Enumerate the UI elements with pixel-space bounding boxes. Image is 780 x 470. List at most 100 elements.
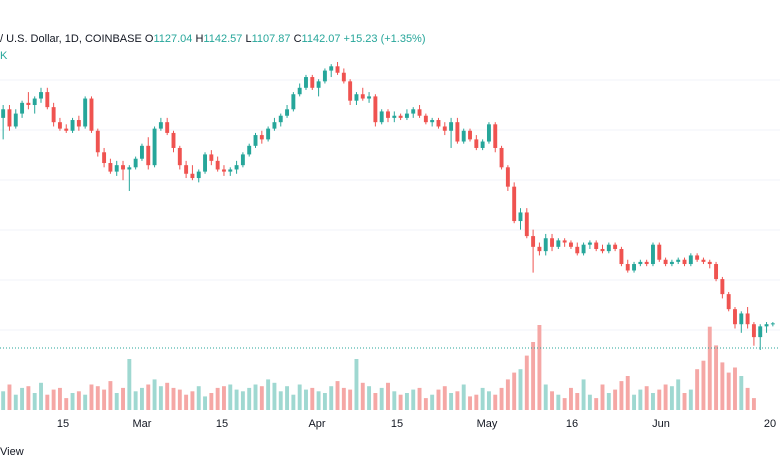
volume-bar [436,389,441,410]
volume-bar [524,355,529,410]
volume-bar [322,393,327,410]
candles [1,62,775,350]
volume-bar [701,360,706,410]
candle-body [707,261,712,265]
volume-bar [215,387,220,410]
candle-body [417,109,422,116]
volume-bar [348,389,353,410]
candle-body [285,109,290,116]
candle-body [474,139,479,148]
volume-bar [638,389,643,410]
candle-body [209,154,214,161]
volume-bar [594,398,599,410]
volume-bar [619,381,624,410]
candle-body [335,66,340,73]
ohlc-legend: / U.S. Dollar, 1D, COINBASE O1127.04 H11… [0,33,426,45]
volume-bar [430,394,435,410]
symbol-text: / U.S. Dollar, 1D, COINBASE [0,33,142,45]
volume-bar [651,393,655,410]
candle-body [442,126,447,131]
attribution-text[interactable]: View [0,446,24,458]
candle-body [569,242,573,247]
volume-bar [360,382,365,410]
candle-body [13,113,18,127]
candle-body [493,124,498,148]
volume-bar [726,372,731,410]
volume-bar [379,387,384,410]
change-value: +15.23 [343,33,378,45]
x-tick-label: May [477,418,498,430]
candle-body [341,72,346,82]
candle-body [373,96,378,123]
volume-bar [272,382,277,410]
volume-bars [1,325,756,410]
volume-bar [663,384,668,410]
volume-bar [613,389,618,410]
volume-bar [449,393,454,410]
candle-body [398,115,403,118]
candle-body [714,264,719,280]
candle-body [392,115,397,118]
candle-body [518,212,523,222]
candle-body [114,165,119,172]
volume-bar [505,379,510,410]
volume-bar [139,387,144,410]
low-label: L [245,33,252,45]
candle-body [676,259,681,262]
volume-bar [644,386,649,410]
candle-body [720,279,725,295]
volume-bar [512,372,517,410]
volume-bar [550,391,554,410]
candle-body [329,66,334,71]
x-tick-label: Apr [308,418,325,430]
candle-body [550,238,554,247]
candle-body [682,259,687,265]
change-percent: (+1.35%) [380,33,426,45]
volume-bar [70,393,75,410]
volume-bar [480,387,485,410]
volume-bar [423,398,428,410]
volume-bar [133,391,138,410]
candle-body [404,113,409,118]
candle-body [770,323,775,325]
volume-bar [386,382,390,410]
candle-body [430,120,435,123]
candle-body [423,115,428,123]
volume-bar [158,386,163,410]
candle-body [133,158,138,168]
volume-bar [493,394,498,410]
volume-bar [184,394,189,410]
candle-body [581,244,586,254]
volume-bar [411,389,416,410]
candle-body [146,145,151,166]
volume-bar [152,379,157,410]
volume-bar [240,391,245,410]
candle-body [316,81,321,88]
volume-bar [600,384,605,410]
volume-bar [291,394,296,410]
candle-body [386,111,390,118]
candle-body [222,169,226,172]
volume-bar [562,398,567,410]
candle-body [76,120,81,127]
candle-body [297,87,302,95]
volume-bar [707,326,712,410]
volume-bar [682,393,687,410]
candle-body [139,145,144,159]
volume-bar [392,391,397,410]
candle-body [638,261,643,265]
open-label: O [144,33,154,45]
candle-body [196,171,201,179]
candle-body [32,98,37,105]
x-tick-label: 16 [566,418,578,430]
volume-bar [165,382,170,410]
volume-bar [51,389,56,410]
candle-body [468,130,472,140]
volume-bar [102,389,107,410]
low-value: 1107.87 [251,33,291,45]
volume-bar [278,391,283,410]
volume-bar [474,394,479,410]
candle-body [310,77,315,88]
volume-bar [404,393,409,410]
